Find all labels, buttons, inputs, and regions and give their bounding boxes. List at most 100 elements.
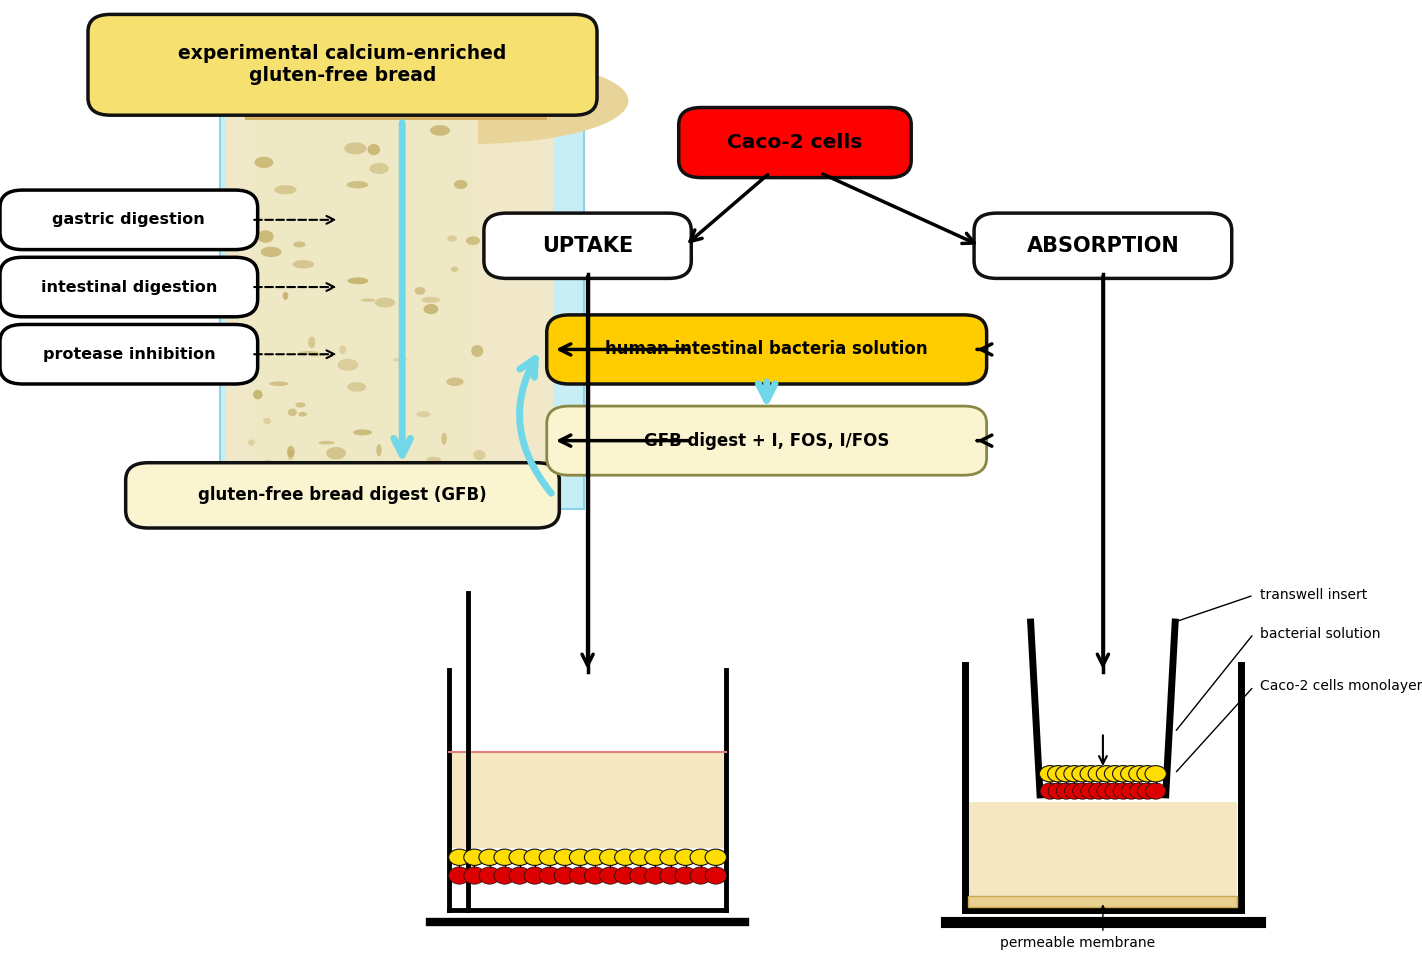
- Circle shape: [525, 850, 546, 866]
- Ellipse shape: [415, 287, 425, 295]
- Circle shape: [600, 850, 621, 866]
- Ellipse shape: [1122, 783, 1142, 799]
- Ellipse shape: [269, 381, 289, 386]
- Ellipse shape: [555, 867, 576, 884]
- Ellipse shape: [360, 464, 367, 470]
- FancyBboxPatch shape: [678, 108, 912, 178]
- Ellipse shape: [464, 867, 485, 884]
- Ellipse shape: [260, 247, 282, 257]
- Ellipse shape: [539, 867, 560, 884]
- Ellipse shape: [330, 476, 343, 479]
- Ellipse shape: [309, 337, 316, 348]
- Text: ABSORPTION: ABSORPTION: [1027, 236, 1179, 255]
- Text: Caco-2 cells: Caco-2 cells: [727, 133, 863, 152]
- Ellipse shape: [569, 867, 590, 884]
- Ellipse shape: [1113, 783, 1133, 799]
- Circle shape: [1088, 766, 1109, 781]
- Circle shape: [630, 850, 651, 866]
- Ellipse shape: [525, 867, 546, 884]
- Circle shape: [479, 850, 501, 866]
- Circle shape: [1112, 766, 1133, 781]
- Ellipse shape: [441, 433, 447, 444]
- Ellipse shape: [660, 867, 681, 884]
- Ellipse shape: [1105, 783, 1125, 799]
- Text: experimental calcium-enriched
gluten-free bread: experimental calcium-enriched gluten-fre…: [178, 44, 506, 85]
- Circle shape: [1072, 766, 1094, 781]
- Ellipse shape: [283, 292, 289, 300]
- Ellipse shape: [377, 444, 381, 456]
- Ellipse shape: [421, 297, 441, 302]
- FancyBboxPatch shape: [483, 213, 691, 278]
- Ellipse shape: [630, 867, 651, 884]
- Ellipse shape: [367, 144, 380, 156]
- Circle shape: [539, 850, 560, 866]
- Circle shape: [555, 850, 576, 866]
- Circle shape: [1105, 766, 1126, 781]
- Circle shape: [705, 850, 727, 866]
- Ellipse shape: [690, 867, 711, 884]
- FancyBboxPatch shape: [252, 120, 478, 504]
- Ellipse shape: [375, 298, 395, 307]
- Ellipse shape: [644, 867, 665, 884]
- Ellipse shape: [1129, 783, 1149, 799]
- FancyBboxPatch shape: [245, 96, 546, 120]
- Ellipse shape: [344, 142, 367, 155]
- Ellipse shape: [427, 457, 441, 462]
- FancyBboxPatch shape: [220, 72, 584, 509]
- Ellipse shape: [299, 351, 319, 354]
- Ellipse shape: [326, 447, 346, 460]
- FancyBboxPatch shape: [968, 896, 1237, 907]
- Circle shape: [1048, 766, 1069, 781]
- FancyBboxPatch shape: [125, 463, 559, 528]
- Ellipse shape: [247, 440, 255, 445]
- Circle shape: [449, 850, 471, 866]
- Circle shape: [464, 850, 485, 866]
- Circle shape: [1121, 766, 1142, 781]
- Ellipse shape: [299, 412, 307, 417]
- Circle shape: [614, 850, 636, 866]
- Ellipse shape: [1089, 783, 1109, 799]
- Ellipse shape: [262, 460, 274, 470]
- Circle shape: [1145, 766, 1166, 781]
- FancyBboxPatch shape: [546, 406, 987, 475]
- Ellipse shape: [337, 359, 358, 371]
- Ellipse shape: [675, 867, 697, 884]
- Ellipse shape: [454, 180, 468, 189]
- Circle shape: [1064, 766, 1085, 781]
- Text: protease inhibition: protease inhibition: [43, 347, 215, 362]
- Ellipse shape: [479, 867, 501, 884]
- FancyBboxPatch shape: [0, 324, 257, 384]
- Text: transwell insert: transwell insert: [1260, 588, 1368, 602]
- Ellipse shape: [1065, 783, 1085, 799]
- Circle shape: [690, 850, 711, 866]
- Ellipse shape: [447, 377, 464, 386]
- Ellipse shape: [287, 445, 294, 457]
- Ellipse shape: [705, 867, 727, 884]
- Text: human intestinal bacteria solution: human intestinal bacteria solution: [606, 341, 929, 358]
- Circle shape: [509, 850, 530, 866]
- Ellipse shape: [263, 418, 272, 424]
- FancyBboxPatch shape: [968, 802, 1237, 907]
- Circle shape: [1096, 766, 1118, 781]
- Text: Caco-2 cells monolayer: Caco-2 cells monolayer: [1260, 680, 1422, 693]
- Ellipse shape: [257, 230, 273, 243]
- Ellipse shape: [451, 267, 458, 272]
- Ellipse shape: [474, 450, 485, 460]
- Ellipse shape: [584, 867, 606, 884]
- Text: intestinal digestion: intestinal digestion: [41, 279, 218, 295]
- Ellipse shape: [424, 304, 438, 314]
- Ellipse shape: [306, 494, 319, 501]
- Text: bacterial solution: bacterial solution: [1260, 627, 1381, 640]
- Ellipse shape: [309, 353, 326, 356]
- Ellipse shape: [1138, 783, 1158, 799]
- Ellipse shape: [253, 390, 263, 399]
- Ellipse shape: [357, 479, 374, 490]
- Ellipse shape: [471, 345, 483, 357]
- Ellipse shape: [287, 450, 293, 461]
- Ellipse shape: [1096, 783, 1118, 799]
- FancyBboxPatch shape: [0, 190, 257, 250]
- Circle shape: [1129, 766, 1150, 781]
- Ellipse shape: [255, 156, 273, 168]
- Ellipse shape: [370, 163, 388, 174]
- Ellipse shape: [1072, 783, 1092, 799]
